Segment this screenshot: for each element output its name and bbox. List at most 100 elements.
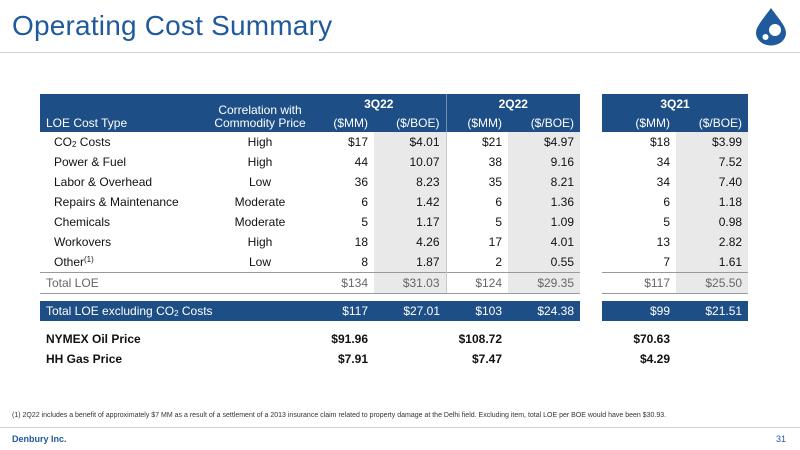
row-label: Total LOE excluding CO2 Costs (40, 301, 312, 321)
table-row: Repairs & Maintenance Moderate 6 1.42 6 … (40, 192, 749, 212)
unit-header-boe: ($/BOE) (374, 113, 447, 132)
row-label: CO2 Costs (54, 135, 111, 149)
correlation-cell: Moderate (234, 195, 286, 209)
period-header-3q22: 3Q22 (312, 94, 447, 113)
hh-gas-price-row: HH Gas Price $7.91 $7.47 $4.29 (40, 349, 748, 369)
table-row: Chemicals Moderate 5 1.17 5 1.09 5 0.98 (40, 212, 749, 232)
value-cell: $21 (481, 135, 503, 149)
value-cell: 1.09 (508, 212, 581, 232)
row-label: NYMEX Oil Price (46, 332, 141, 346)
value-cell: $4.01 (374, 132, 447, 152)
row-label: Workovers (54, 235, 112, 249)
value-cell: 5 (663, 215, 671, 229)
price-cell: $7.91 (337, 352, 368, 366)
total-loe-row: Total LOE $134 $31.03 $124 $29.35 $117 $… (40, 272, 749, 294)
correlation-cell: Low (248, 175, 271, 189)
value-cell: 44 (354, 155, 368, 169)
row-label: HH Gas Price (46, 352, 123, 366)
value-cell: $103 (446, 301, 509, 321)
correlation-header: Correlation with Commodity Price (208, 94, 312, 132)
table-row: Other(1) Low 8 1.87 2 0.55 7 1.61 (40, 252, 749, 273)
price-cell: $108.72 (458, 332, 503, 346)
value-cell: 8 (361, 255, 368, 269)
loe-table: Correlation with Commodity Price 3Q22 2Q… (40, 94, 749, 369)
unit-header-mm: ($MM) (312, 113, 374, 132)
droplet-logo-icon (756, 8, 786, 46)
period-header-2q22: 2Q22 (446, 94, 581, 113)
value-cell: 7.40 (676, 172, 749, 192)
value-cell: $17 (347, 135, 368, 149)
unit-header-boe: ($/BOE) (508, 113, 581, 132)
value-cell: 1.42 (374, 192, 447, 212)
title-divider (0, 52, 800, 53)
table-row: Labor & Overhead Low 36 8.23 35 8.21 34 … (40, 172, 749, 192)
value-cell: 5 (495, 215, 503, 229)
correlation-cell: High (247, 155, 273, 169)
value-cell: 17 (488, 235, 503, 249)
page-title: Operating Cost Summary (12, 10, 333, 41)
row-label: Total LOE (40, 272, 208, 294)
value-cell: $99 (602, 301, 677, 321)
value-cell: $124 (446, 272, 509, 294)
value-cell: 8.21 (508, 172, 581, 192)
footnote: (1) 2Q22 includes a benefit of approxima… (12, 412, 667, 419)
value-cell: 1.17 (374, 212, 447, 232)
value-cell: 4.26 (374, 232, 447, 252)
value-cell: 1.36 (508, 192, 581, 212)
value-cell: 0.55 (508, 252, 581, 273)
value-cell: $134 (312, 272, 374, 294)
price-cell: $4.29 (640, 352, 671, 366)
value-cell: 6 (663, 195, 671, 209)
value-cell: 34 (656, 175, 671, 189)
value-cell: $3.99 (676, 132, 749, 152)
value-cell: 7 (663, 255, 671, 269)
value-cell: 10.07 (374, 152, 447, 172)
value-cell: $24.38 (508, 301, 581, 321)
value-cell: 36 (354, 175, 368, 189)
correlation-cell: High (247, 235, 273, 249)
table-row: Power & Fuel High 44 10.07 38 9.16 34 7.… (40, 152, 749, 172)
value-cell: 1.87 (374, 252, 447, 273)
correlation-cell: High (247, 135, 273, 149)
period-header-3q21: 3Q21 (602, 94, 749, 113)
value-cell: 13 (656, 235, 671, 249)
table-row: Workovers High 18 4.26 17 4.01 13 2.82 (40, 232, 749, 252)
price-cell: $70.63 (633, 332, 671, 346)
row-label: Other(1) (54, 255, 94, 269)
value-cell: 0.98 (676, 212, 749, 232)
value-cell: $21.51 (676, 301, 749, 321)
value-cell: $117 (312, 301, 374, 321)
value-cell: 35 (488, 175, 503, 189)
header-row-periods: Correlation with Commodity Price 3Q22 2Q… (40, 94, 749, 132)
unit-header-boe: ($/BOE) (676, 113, 749, 132)
unit-header-mm: ($MM) (602, 113, 677, 132)
header-row-units: LOE Cost Type ($MM) ($/BOE) ($MM) ($/BOE… (40, 113, 749, 132)
table-row: CO2 Costs High $17 $4.01 $21 $4.97 $18 $… (40, 132, 749, 152)
value-cell: 18 (354, 235, 368, 249)
value-cell: 8.23 (374, 172, 447, 192)
value-cell: 6 (495, 195, 503, 209)
value-cell: 34 (656, 155, 671, 169)
correlation-cell: Low (248, 255, 271, 269)
nymex-oil-price-row: NYMEX Oil Price $91.96 $108.72 $70.63 (40, 329, 748, 349)
value-cell: $117 (602, 272, 677, 294)
value-cell: 2.82 (676, 232, 749, 252)
value-cell: 38 (488, 155, 503, 169)
unit-header-mm: ($MM) (446, 113, 509, 132)
row-label: Labor & Overhead (54, 175, 153, 189)
value-cell: $27.01 (374, 301, 447, 321)
value-cell: 2 (495, 255, 503, 269)
value-cell: $18 (650, 135, 671, 149)
value-cell: 1.18 (676, 192, 749, 212)
price-cell: $91.96 (331, 332, 368, 346)
value-cell: $4.97 (508, 132, 581, 152)
value-cell: 6 (361, 195, 368, 209)
company-name: Denbury Inc. (12, 434, 67, 444)
footer-divider (0, 427, 800, 428)
value-cell: $29.35 (508, 272, 581, 294)
value-cell: 9.16 (508, 152, 581, 172)
row-label: Power & Fuel (54, 155, 127, 169)
row-label: Chemicals (54, 215, 111, 229)
value-cell: $31.03 (374, 272, 447, 294)
value-cell: 1.61 (676, 252, 749, 273)
